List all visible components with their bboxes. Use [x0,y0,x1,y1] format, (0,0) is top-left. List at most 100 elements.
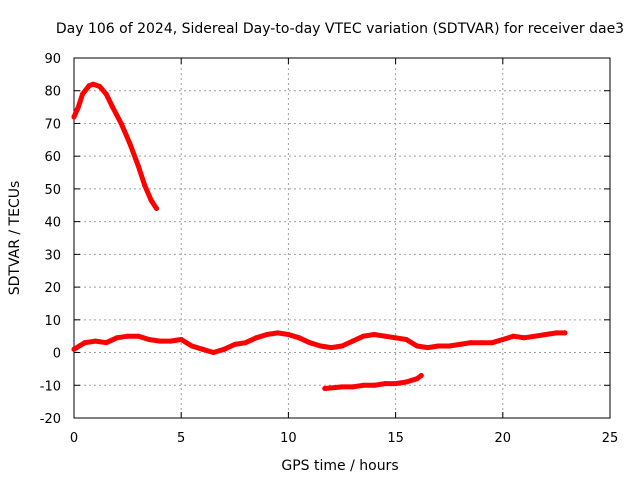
y-tick-label: 60 [44,150,61,165]
y-tick-label: -10 [40,379,61,394]
data-point [90,81,96,87]
data-point [285,332,291,337]
y-tick-label: 80 [44,85,61,100]
plot-area [73,57,611,419]
x-tick-label: 25 [602,431,619,446]
data-point [103,91,109,97]
x-tick-label: 10 [280,431,297,446]
data-point [114,335,120,341]
data-point [350,338,356,344]
data-point [127,140,133,146]
data-point [360,333,366,339]
data-point [489,340,495,346]
y-tick-label: 70 [44,117,61,132]
data-point [360,382,366,388]
data-point [446,343,452,349]
x-tick-label: 5 [177,431,185,446]
x-axis-ticks: 0 5 10 15 20 25 [70,58,618,446]
data-point [296,335,302,341]
y-axis-ticks: -20 -10 0 10 20 30 40 50 60 70 80 90 [40,52,610,427]
data-point [71,346,77,352]
data-point [157,338,163,344]
data-point [75,104,81,110]
data-point [478,340,484,346]
data-point [403,337,409,342]
data-point [178,337,184,342]
data-point [339,384,345,390]
data-point [307,340,313,346]
data-point [382,333,388,339]
data-point [322,386,328,391]
y-tick-label: 10 [44,314,61,329]
data-point [264,332,270,337]
data-point [135,333,141,339]
data-point [553,330,559,336]
data-point [71,114,77,120]
x-tick-label: 0 [70,431,78,446]
data-point [92,338,98,344]
data-point [232,341,238,347]
x-axis-label: GPS time / hours [281,458,398,474]
data-point [135,163,141,169]
chart-title: Day 106 of 2024, Sidereal Day-to-day VTE… [56,21,624,37]
data-point [382,381,388,387]
data-point [168,338,173,344]
data-point [393,335,399,341]
data-point [562,330,568,336]
data-point [532,333,538,339]
data-point [371,332,377,337]
x-tick-label: 15 [387,431,404,446]
y-tick-label: 0 [53,347,61,362]
data-point [253,335,259,341]
data-point [146,337,152,342]
data-point [371,382,377,388]
data-point [425,345,431,351]
data-point [521,335,527,341]
data-point [339,343,345,349]
series-line-arc-3 [322,373,424,391]
y-tick-label: 20 [44,281,61,296]
data-point [500,337,506,342]
y-tick-label: 40 [44,216,61,231]
data-point [468,340,474,346]
data-point [243,340,248,346]
data-point [393,381,399,387]
data-point [328,345,334,351]
grid [74,58,610,418]
data-point [436,343,441,349]
data-point [103,340,109,346]
y-tick-label: -20 [40,412,61,427]
y-tick-label: 90 [44,52,61,67]
series-line-arc-1 [71,81,159,211]
data-point [414,376,420,382]
y-tick-label: 30 [44,248,61,263]
data-point [418,373,424,378]
data-point [189,343,195,349]
data-point [275,330,281,336]
data-point [457,341,463,347]
data-point [210,350,216,355]
data-point [86,83,92,89]
data-point [403,379,409,385]
x-tick-label: 20 [495,431,512,446]
data-point [142,183,148,189]
data-series [71,81,568,391]
plot-frame [73,57,611,419]
y-tick-label: 50 [44,183,61,198]
data-point [82,340,88,346]
data-point [148,197,154,203]
data-point [110,104,116,110]
y-axis-label: SDTVAR / TECUs [7,181,23,296]
data-point [200,346,206,352]
data-point [350,384,356,390]
data-point [125,333,131,339]
data-point [97,84,103,89]
data-point [511,333,516,339]
data-point [543,332,549,337]
data-point [318,343,324,349]
data-point [154,206,159,211]
data-point [118,121,124,126]
data-point [80,91,86,97]
data-point [414,343,420,349]
